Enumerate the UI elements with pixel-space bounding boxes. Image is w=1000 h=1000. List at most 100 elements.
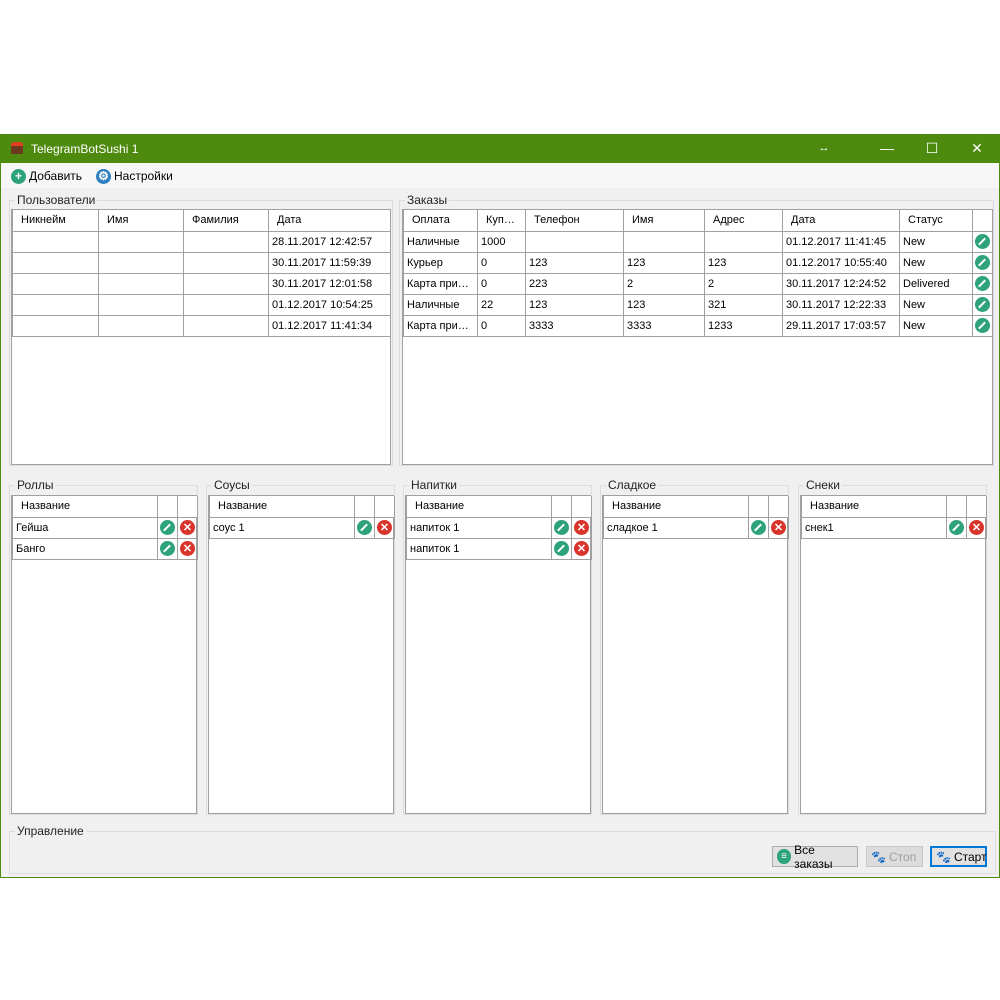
edit-icon[interactable] [975,276,990,291]
list-item[interactable]: Банго ✕ [12,537,198,560]
table-cell: 2 [704,272,783,295]
table-row[interactable]: 28.11.2017 12:42:57 [12,230,391,253]
delete-cell[interactable]: ✕ [768,516,789,539]
table-cell: 0 [477,272,526,295]
column-header: Дата [782,210,900,232]
list-item[interactable]: напиток 1 ✕ [406,537,592,560]
delete-cell[interactable]: ✕ [177,537,198,560]
edit-icon[interactable] [357,520,372,535]
edit-icon[interactable] [751,520,766,535]
title-bar: TelegramBotSushi 1 ↔ — ☐ ✕ [1,134,1000,163]
settings-label: Настройки [114,169,173,183]
edit-icon[interactable] [975,255,990,270]
start-button[interactable]: 🐾 Старт [930,846,987,867]
category-grid[interactable]: Название соус 1 ✕ [208,495,395,814]
list-item[interactable]: снек1 ✕ [801,516,987,539]
edit-cell[interactable] [551,537,572,560]
table-cell [12,293,99,316]
table-cell: 01.12.2017 11:41:34 [268,314,391,337]
edit-cell[interactable] [354,516,375,539]
table-row[interactable]: 01.12.2017 10:54:25 [12,293,391,316]
table-cell [98,230,184,253]
edit-cell[interactable] [157,516,178,539]
edit-cell[interactable] [972,293,993,316]
delete-icon[interactable]: ✕ [180,541,195,556]
delete-icon[interactable]: ✕ [771,520,786,535]
delete-icon[interactable]: ✕ [574,520,589,535]
edit-cell[interactable] [946,516,967,539]
column-header: Телефон [525,210,624,232]
delete-icon[interactable]: ✕ [180,520,195,535]
control-group-title: Управление [15,824,86,838]
item-name: снек1 [801,516,947,539]
table-cell [183,251,269,274]
stop-label: Стоп [889,849,917,864]
edit-cell[interactable] [972,230,993,253]
stop-button[interactable]: 🐾 Стоп [866,846,923,867]
all-orders-button[interactable]: ≡ Все заказы [772,843,858,871]
table-cell: New [899,314,973,337]
table-cell: 0 [477,251,526,274]
edit-icon[interactable] [554,541,569,556]
table-row[interactable]: 01.12.2017 11:41:34 [12,314,391,337]
list-item[interactable]: соус 1 ✕ [209,516,395,539]
edit-icon[interactable] [160,541,175,556]
category-grid[interactable]: Название сладкое 1 ✕ [602,495,789,814]
table-row[interactable]: Наличные 1000 01.12.2017 11:41:45 New [403,230,993,253]
delete-icon[interactable]: ✕ [969,520,984,535]
table-cell: 3333 [623,314,705,337]
edit-icon[interactable] [975,297,990,312]
table-row[interactable]: 30.11.2017 12:01:58 [12,272,391,295]
users-grid[interactable]: Никнейм Имя Фамилия Дата 28.11.2017 12:42:57… [11,209,391,465]
category-group: Роллы Название Гейша ✕ Банго ✕ [9,478,198,815]
edit-icon[interactable] [160,520,175,535]
table-row[interactable]: Карта привязанная033333333123329.11.2017… [403,314,993,337]
table-row[interactable]: Наличные 22 123 123 321 30.11.2017 12:22:33 Ne… [403,293,993,316]
edit-icon[interactable] [949,520,964,535]
column-header: Фамилия [183,210,269,232]
edit-icon[interactable] [975,318,990,333]
table-row[interactable]: Курьер 0 123 123 123 01.12.2017 10:55:40 New [403,251,993,274]
maximize-button[interactable]: ☐ [925,140,939,156]
orders-grid[interactable]: Оплата Купюра Телефон Имя Адрес Дата Статус Нал… [402,209,993,465]
item-name: напиток 1 [406,537,552,560]
list-item[interactable]: Гейша ✕ [12,516,198,539]
delete-cell[interactable]: ✕ [571,537,592,560]
header-row: Оплата Купюра Телефон Имя Адрес Дата Статус [403,210,993,232]
list-item[interactable]: сладкое 1 ✕ [603,516,789,539]
edit-icon[interactable] [975,234,990,249]
edit-cell[interactable] [972,251,993,274]
delete-icon[interactable]: ✕ [377,520,392,535]
resize-icon: ↔ [818,142,830,154]
close-button[interactable]: ✕ [971,140,983,156]
delete-cell[interactable]: ✕ [177,516,198,539]
edit-cell[interactable] [972,314,993,337]
delete-cell[interactable]: ✕ [966,516,987,539]
category-grid[interactable]: Название снек1 ✕ [800,495,987,814]
table-row[interactable]: Карта привязанная02232230.11.2017 12:24:… [403,272,993,295]
table-cell: 29.11.2017 17:03:57 [782,314,900,337]
edit-icon[interactable] [554,520,569,535]
delete-icon[interactable]: ✕ [574,541,589,556]
edit-cell[interactable] [157,537,178,560]
table-row[interactable]: 30.11.2017 11:59:39 [12,251,391,274]
table-cell: Курьер [403,251,478,274]
window-title: TelegramBotSushi 1 [31,142,139,156]
delete-cell[interactable]: ✕ [571,516,592,539]
edit-cell[interactable] [748,516,769,539]
add-button[interactable]: + Добавить [11,167,82,185]
column-header: Имя [98,210,184,232]
category-grid[interactable]: Название напиток 1 ✕ напиток 1 ✕ [405,495,592,814]
category-grid[interactable]: Название Гейша ✕ Банго ✕ [11,495,198,814]
category-group: Напитки Название напиток 1 ✕ напиток 1 ✕ [403,478,592,815]
table-cell [704,230,783,253]
edit-cell[interactable] [551,516,572,539]
minimize-button[interactable]: — [880,140,894,156]
delete-cell[interactable]: ✕ [374,516,395,539]
settings-button[interactable]: ⚙ Настройки [96,167,173,185]
edit-cell[interactable] [972,272,993,295]
list-item[interactable]: напиток 1 ✕ [406,516,592,539]
column-header: Имя [623,210,705,232]
column-header: Адрес [704,210,783,232]
table-cell: 123 [623,293,705,316]
